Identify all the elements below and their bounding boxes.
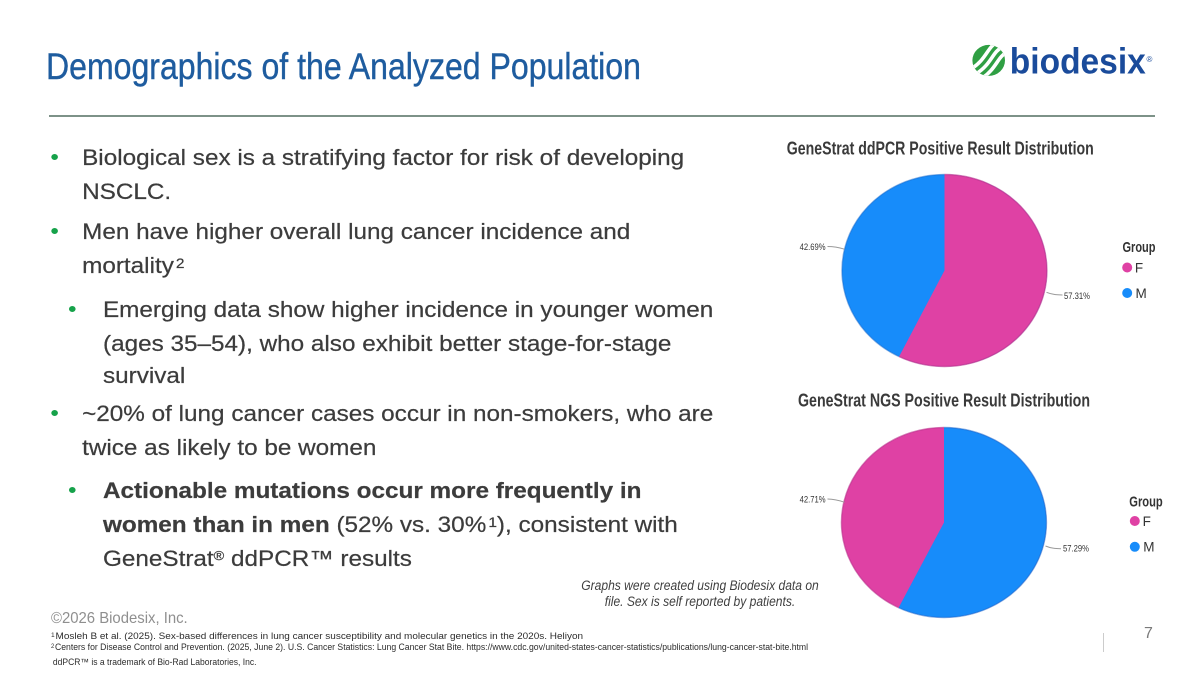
svg-text:M: M	[1136, 286, 1147, 301]
svg-text:M: M	[1143, 540, 1154, 555]
svg-text:42.71%: 42.71%	[800, 495, 826, 506]
svg-text:Group: Group	[1129, 495, 1162, 511]
svg-text:®: ®	[1147, 55, 1153, 64]
svg-text:Group: Group	[1123, 240, 1156, 256]
svg-text:57.31%: 57.31%	[1064, 291, 1090, 302]
svg-text:57.29%: 57.29%	[1063, 543, 1089, 554]
svg-text:GeneStrat NGS Positive Result: GeneStrat NGS Positive Result Distributi…	[798, 391, 1090, 411]
svg-text:42.69%: 42.69%	[800, 242, 826, 253]
svg-text:F: F	[1135, 260, 1143, 275]
svg-text:F: F	[1143, 514, 1151, 529]
svg-text:biodesix: biodesix	[1010, 41, 1147, 82]
svg-text:GeneStrat ddPCR Positive Resul: GeneStrat ddPCR Positive Result Distribu…	[787, 139, 1094, 159]
